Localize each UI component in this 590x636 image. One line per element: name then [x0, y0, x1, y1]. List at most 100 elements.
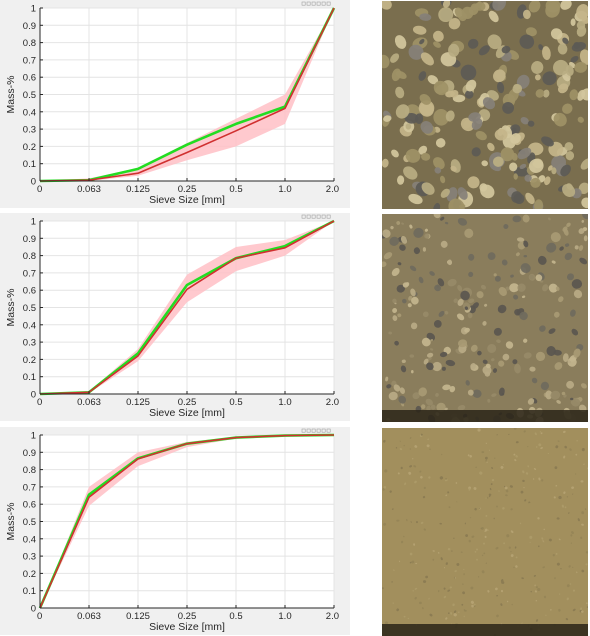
grain	[491, 467, 494, 469]
grain	[496, 614, 499, 618]
grain	[420, 404, 426, 409]
grain	[396, 519, 400, 522]
grain	[400, 540, 404, 544]
grain	[538, 44, 544, 51]
grain	[529, 366, 536, 372]
grain	[482, 359, 488, 364]
grain	[406, 518, 408, 522]
grain	[484, 303, 488, 307]
grain	[554, 362, 563, 370]
grain	[558, 296, 564, 303]
grain	[564, 445, 568, 449]
x-axis-label: Sieve Size [mm]	[149, 194, 225, 206]
sample-image-medium	[382, 214, 588, 422]
grain	[418, 71, 427, 81]
grain	[399, 560, 401, 563]
grain	[488, 10, 499, 23]
grain	[393, 569, 395, 571]
grain	[434, 284, 441, 292]
y-tick-label: 0.6	[23, 500, 36, 511]
grain	[528, 273, 536, 281]
grain	[492, 1, 507, 11]
grain	[530, 177, 541, 188]
grain	[569, 448, 572, 451]
grain	[557, 83, 569, 94]
grain	[443, 587, 446, 590]
x-axis-label: Sieve Size [mm]	[149, 407, 225, 419]
grain	[537, 587, 541, 592]
grain	[465, 380, 470, 386]
grain	[399, 440, 401, 443]
toolbar-glyph	[321, 214, 326, 219]
grain	[391, 508, 394, 510]
grain	[448, 612, 450, 614]
grain	[463, 568, 465, 571]
grain	[492, 368, 498, 373]
grain	[400, 466, 403, 470]
grain	[454, 7, 466, 20]
y-tick-label: 0.4	[23, 107, 36, 118]
grain	[410, 370, 414, 374]
x-tick-label: 0.063	[77, 184, 101, 195]
x-tick-label: 0.25	[178, 184, 197, 195]
grain	[404, 112, 419, 124]
grain	[501, 579, 504, 582]
series-line-2	[39, 434, 335, 609]
grain	[468, 112, 481, 122]
grain	[496, 339, 501, 344]
x-tick-label: 1.0	[278, 184, 291, 195]
grain	[580, 480, 584, 483]
x-tick-label: 0	[37, 611, 42, 622]
grain	[491, 358, 495, 362]
grain	[453, 613, 457, 617]
grain	[571, 531, 574, 535]
grain	[465, 534, 468, 537]
toolbar-glyph	[301, 1, 306, 6]
grain	[469, 454, 472, 458]
grain	[471, 604, 474, 608]
grain	[570, 18, 576, 26]
grain	[558, 608, 561, 612]
grain	[440, 216, 445, 221]
grain	[545, 1, 561, 13]
grain	[424, 233, 430, 239]
grain-layer	[382, 1, 588, 209]
grain	[571, 328, 579, 336]
grain	[519, 163, 527, 169]
grain	[414, 596, 417, 600]
grain	[481, 451, 485, 454]
grain	[453, 298, 458, 303]
grain	[581, 197, 588, 209]
grain	[467, 454, 470, 457]
grain	[553, 311, 560, 318]
grain	[578, 182, 588, 194]
toolbar-glyph	[326, 428, 331, 433]
grain	[426, 352, 434, 358]
grain	[403, 166, 418, 180]
grain	[435, 392, 439, 397]
grain	[487, 398, 491, 403]
grain	[550, 608, 552, 611]
toolbar-glyph	[316, 214, 321, 219]
grain	[390, 225, 394, 230]
toolbar-glyph	[326, 1, 331, 6]
grain	[566, 584, 570, 588]
grain	[543, 541, 545, 543]
grain	[581, 219, 585, 223]
grain	[486, 461, 488, 464]
grain	[411, 296, 419, 305]
grain	[440, 188, 450, 198]
grain	[433, 41, 441, 48]
grain	[478, 45, 490, 56]
y-tick-label: 0.6	[23, 286, 36, 297]
grain	[464, 306, 469, 310]
grain	[429, 613, 433, 617]
grain	[515, 455, 518, 458]
y-tick-label: 0.7	[23, 268, 36, 279]
grain	[426, 362, 434, 371]
grain	[528, 501, 530, 504]
grain	[420, 121, 434, 134]
grain	[529, 541, 531, 543]
grain	[445, 617, 448, 620]
toolbar-glyph	[311, 214, 316, 219]
